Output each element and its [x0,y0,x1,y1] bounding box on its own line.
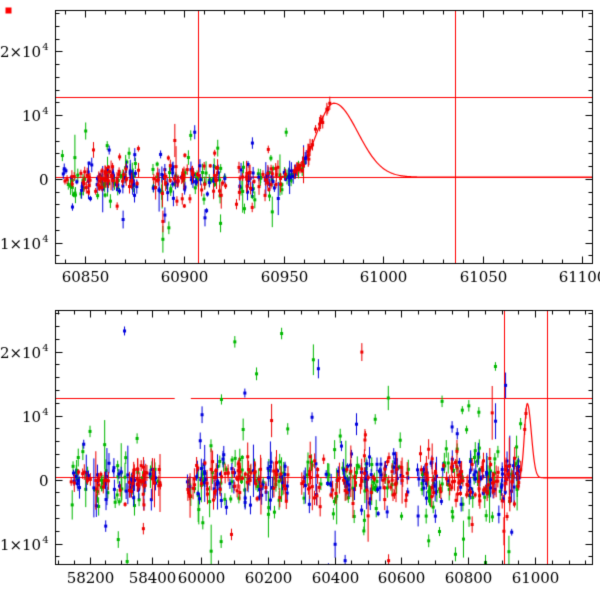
bottom-panel-chart [0,292,600,600]
top-panel-chart [0,0,600,292]
